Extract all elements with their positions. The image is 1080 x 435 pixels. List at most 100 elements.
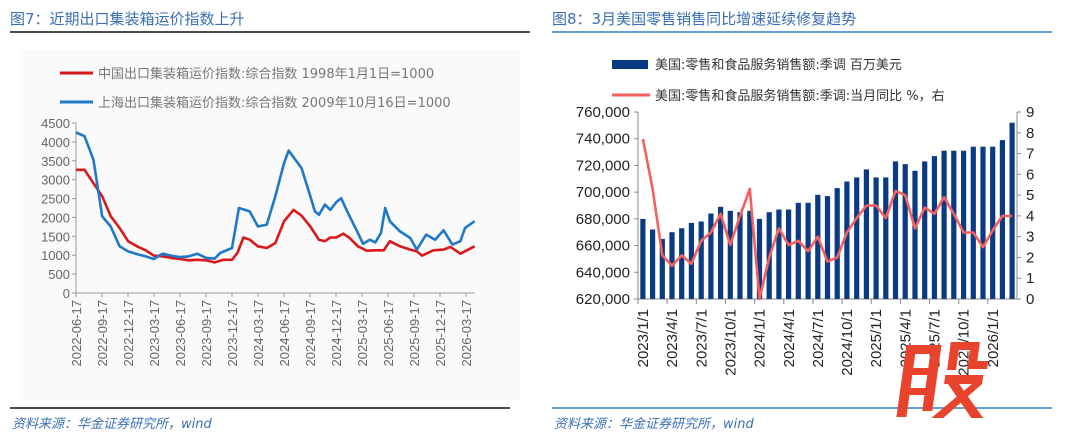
sales-bar [863, 169, 869, 299]
legend-label-scfi: 上海出口集装箱运价指数:综合指数 2009年10月16日=1000 [98, 95, 451, 111]
legend-label-sales: 美国:零售和食品服务销售额:季调 百万美元 [655, 57, 902, 73]
left-y-tick-label: 700,000 [576, 184, 630, 201]
x-tick-label: 2023-06-17 [173, 300, 188, 367]
sales-bar [941, 150, 947, 299]
sales-bar [951, 150, 957, 299]
sales-bar [902, 164, 908, 299]
y-tick-label: 4000 [41, 135, 70, 150]
right-y-tick-label: 2 [1026, 249, 1034, 266]
x-tick-label: 2025-03-17 [355, 300, 370, 367]
x-tick-label: 2022-06-17 [69, 300, 84, 367]
sales-bar [737, 212, 743, 299]
right-y-tick-label: 5 [1026, 187, 1034, 204]
left-source-note: 资料来源：华金证券研究所，wind [12, 416, 212, 432]
sales-bar [834, 188, 840, 299]
x-tick-label: 2024-06-17 [277, 300, 292, 367]
sales-bar [999, 140, 1005, 299]
right-y-tick-label: 0 [1026, 291, 1034, 308]
x-tick-label: 2024-03-17 [251, 300, 266, 367]
right-y-tick-label: 6 [1026, 166, 1034, 183]
sales-bar [844, 181, 850, 299]
sales-bar [990, 146, 996, 299]
x-tick-label: 2023/1/1 [635, 309, 652, 367]
sales-bar [1009, 122, 1015, 299]
right-chart-title: 图8：3月美国零售销售同比增速延续修复趋势 [552, 10, 856, 28]
sales-bar [659, 238, 665, 299]
sales-bar [708, 213, 714, 299]
ccfi-line [76, 168, 476, 264]
x-tick-label: 2024/10/1 [839, 309, 856, 376]
x-tick-label: 2023/7/1 [693, 309, 710, 367]
y-tick-label: 500 [48, 267, 70, 282]
right-y-tick-label: 4 [1026, 208, 1034, 225]
y-tick-label: 3500 [41, 154, 70, 169]
y-tick-label: 2000 [41, 210, 70, 225]
right-y-tick-label: 3 [1026, 229, 1034, 246]
sales-bar [892, 161, 899, 299]
x-tick-label: 2024-12-17 [329, 300, 344, 367]
x-tick-label: 2025-06-17 [381, 300, 396, 367]
x-tick-label: 2024-09-17 [303, 300, 318, 367]
left-chart-title: 图7：近期出口集装箱运价指数上升 [10, 10, 245, 28]
left-y-tick-label: 640,000 [576, 264, 630, 281]
right-y-tick-label: 7 [1026, 146, 1034, 163]
x-tick-label: 2023/10/1 [722, 309, 739, 376]
legend-label-yoy: 美国:零售和食品服务销售额:季调:当月同比 %，右 [655, 88, 945, 104]
y-tick-label: 4500 [41, 116, 70, 131]
sales-bar [747, 210, 753, 299]
x-tick-label: 2025-12-17 [433, 300, 448, 367]
x-tick-label: 2024/4/1 [781, 309, 798, 367]
x-tick-label: 2024/7/1 [810, 309, 827, 367]
sales-bar [795, 202, 801, 299]
sales-bar [931, 156, 937, 299]
left-y-tick-label: 620,000 [576, 291, 630, 308]
right-source-note: 资料来源：华金证券研究所，wind [554, 416, 754, 432]
y-tick-label: 2500 [41, 192, 70, 207]
y-tick-label: 0 [63, 286, 70, 301]
sales-bar [873, 177, 879, 299]
legend-swatch-sales [612, 60, 648, 69]
sales-bar [854, 177, 860, 299]
left-y-tick-label: 720,000 [576, 157, 630, 174]
sales-bar [786, 209, 792, 299]
sales-bar [756, 218, 763, 299]
sales-bar [970, 146, 976, 299]
y-tick-label: 1000 [41, 248, 70, 263]
sales-bar [698, 221, 704, 299]
sales-bar [980, 146, 986, 299]
x-tick-label: 2025/1/1 [868, 309, 885, 367]
legend-label-ccfi: 中国出口集装箱运价指数:综合指数 1998年1月1日=1000 [98, 66, 434, 82]
left-y-tick-label: 660,000 [576, 238, 630, 255]
x-tick-label: 2023-09-17 [199, 300, 214, 367]
left-plot-background [20, 50, 520, 400]
sales-bar [815, 194, 821, 299]
sales-bar [718, 206, 724, 299]
sales-bar [824, 196, 831, 299]
left-y-tick-label: 680,000 [576, 211, 630, 228]
left-y-tick-label: 740,000 [576, 131, 630, 148]
x-tick-label: 2025-09-17 [407, 300, 422, 367]
x-tick-label: 2023/4/1 [664, 309, 681, 367]
x-tick-label: 2023-03-17 [147, 300, 162, 367]
x-tick-label: 2023-12-17 [225, 300, 240, 367]
left-y-tick-label: 760,000 [576, 104, 630, 121]
sales-bar [640, 218, 646, 299]
x-tick-label: 2022-12-17 [121, 300, 136, 367]
x-tick-label: 2026-03-17 [459, 300, 474, 367]
sales-bar [776, 209, 782, 299]
yoy-line [641, 138, 1013, 301]
right-y-tick-label: 8 [1026, 125, 1034, 142]
sales-bar [679, 228, 685, 299]
sales-bar [922, 161, 928, 299]
sales-bar [727, 210, 733, 299]
sales-bar [961, 150, 967, 299]
x-tick-label: 2022-09-17 [95, 300, 110, 367]
y-tick-label: 1500 [41, 229, 70, 244]
right-y-tick-label: 1 [1026, 270, 1034, 287]
watermark-logo [896, 342, 989, 418]
scfi-line [75, 131, 476, 261]
x-tick-label: 2026/1/1 [985, 309, 1002, 367]
x-tick-label: 2024/1/1 [752, 309, 769, 367]
sales-bar [883, 177, 889, 299]
